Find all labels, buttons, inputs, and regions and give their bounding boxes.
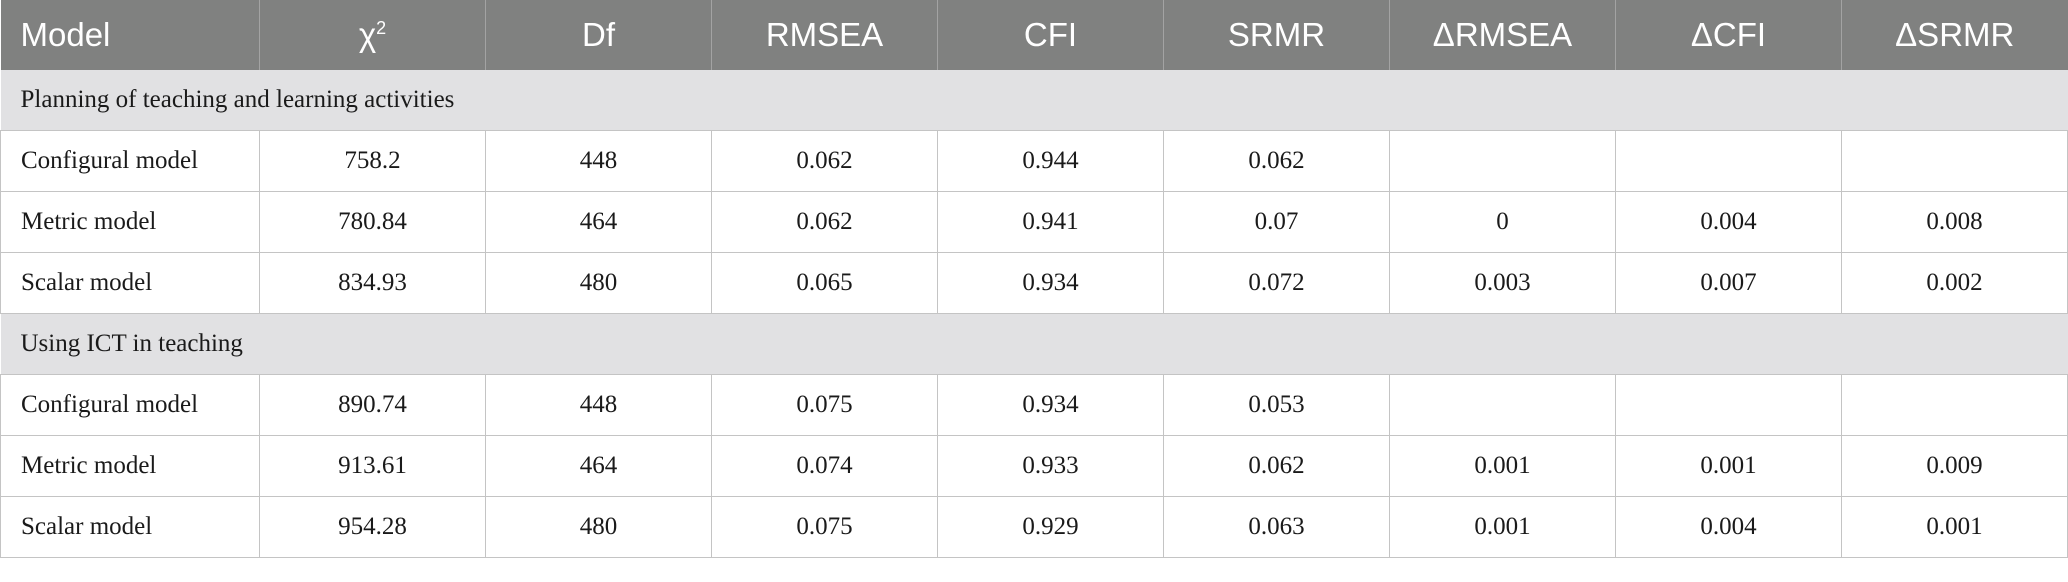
- chi-superscript: 2: [376, 18, 387, 38]
- value-cell: 0.074: [711, 435, 938, 497]
- value-cell: 780.84: [259, 191, 486, 253]
- value-cell: 0.072: [1163, 252, 1390, 314]
- value-cell: 0.003: [1389, 252, 1616, 314]
- header-srmr: SRMR: [1163, 0, 1390, 70]
- header-delta-cfi: ΔCFI: [1615, 0, 1842, 70]
- header-row: Model χ2 Df RMSEA CFI SRMR ΔRMSEA ΔCFI Δ…: [0, 0, 2068, 70]
- table-row: Metric model 780.84 464 0.062 0.941 0.07 0 0.00…: [0, 191, 2068, 253]
- value-cell: 0.001: [1389, 496, 1616, 558]
- table-row: Configural model 890.74 448 0.075 0.934 0.053: [0, 374, 2068, 436]
- table-body: Planning of teaching and learning activi…: [0, 70, 2068, 558]
- value-cell: [1841, 374, 2068, 436]
- header-df: Df: [485, 0, 712, 70]
- value-cell: [1841, 130, 2068, 192]
- header-rmsea: RMSEA: [711, 0, 938, 70]
- value-cell: 0.065: [711, 252, 938, 314]
- model-name-cell: Configural model: [0, 374, 260, 436]
- value-cell: 0.944: [937, 130, 1164, 192]
- value-cell: [1615, 130, 1842, 192]
- value-cell: 0.934: [937, 374, 1164, 436]
- value-cell: 0.075: [711, 374, 938, 436]
- value-cell: 0.008: [1841, 191, 2068, 253]
- table-row: Metric model 913.61 464 0.074 0.933 0.062 0.00…: [0, 435, 2068, 497]
- section-header-row: Using ICT in teaching: [0, 313, 2068, 375]
- value-cell: 834.93: [259, 252, 486, 314]
- section-header-row: Planning of teaching and learning activi…: [0, 70, 2068, 131]
- value-cell: [1389, 374, 1616, 436]
- value-cell: 480: [485, 252, 712, 314]
- value-cell: [1389, 130, 1616, 192]
- model-name-cell: Configural model: [0, 130, 260, 192]
- header-delta-srmr: ΔSRMR: [1841, 0, 2068, 70]
- value-cell: [1615, 374, 1842, 436]
- header-chi-square: χ2: [259, 0, 486, 70]
- value-cell: 0.075: [711, 496, 938, 558]
- value-cell: 890.74: [259, 374, 486, 436]
- model-name-cell: Metric model: [0, 435, 260, 497]
- value-cell: 0.063: [1163, 496, 1390, 558]
- value-cell: 0.07: [1163, 191, 1390, 253]
- value-cell: 464: [485, 435, 712, 497]
- value-cell: 758.2: [259, 130, 486, 192]
- header-cfi: CFI: [937, 0, 1164, 70]
- value-cell: 954.28: [259, 496, 486, 558]
- value-cell: 480: [485, 496, 712, 558]
- chi-symbol: χ: [358, 16, 377, 53]
- value-cell: 0: [1389, 191, 1616, 253]
- value-cell: 0.929: [937, 496, 1164, 558]
- value-cell: 0.001: [1615, 435, 1842, 497]
- value-cell: 0.002: [1841, 252, 2068, 314]
- value-cell: 0.934: [937, 252, 1164, 314]
- model-name-cell: Scalar model: [0, 252, 260, 314]
- value-cell: 0.062: [711, 130, 938, 192]
- model-name-cell: Metric model: [0, 191, 260, 253]
- value-cell: 0.062: [711, 191, 938, 253]
- table-row: Scalar model 954.28 480 0.075 0.929 0.063 0.00…: [0, 496, 2068, 558]
- table-row: Scalar model 834.93 480 0.065 0.934 0.072 0.00…: [0, 252, 2068, 314]
- header-delta-rmsea: ΔRMSEA: [1389, 0, 1616, 70]
- value-cell: 0.001: [1841, 496, 2068, 558]
- value-cell: 0.062: [1163, 435, 1390, 497]
- value-cell: 448: [485, 130, 712, 192]
- value-cell: 0.004: [1615, 191, 1842, 253]
- value-cell: 0.933: [937, 435, 1164, 497]
- value-cell: 0.941: [937, 191, 1164, 253]
- fit-indices-table: Model χ2 Df RMSEA CFI SRMR ΔRMSEA ΔCFI Δ…: [0, 0, 2068, 558]
- section-title: Planning of teaching and learning activi…: [0, 70, 2068, 131]
- value-cell: 448: [485, 374, 712, 436]
- value-cell: 0.062: [1163, 130, 1390, 192]
- section-title: Using ICT in teaching: [0, 313, 2068, 375]
- header-model: Model: [0, 0, 260, 70]
- value-cell: 0.004: [1615, 496, 1842, 558]
- value-cell: 464: [485, 191, 712, 253]
- value-cell: 0.001: [1389, 435, 1616, 497]
- model-name-cell: Scalar model: [0, 496, 260, 558]
- value-cell: 0.009: [1841, 435, 2068, 497]
- value-cell: 0.007: [1615, 252, 1842, 314]
- value-cell: 913.61: [259, 435, 486, 497]
- value-cell: 0.053: [1163, 374, 1390, 436]
- table-row: Configural model 758.2 448 0.062 0.944 0.062: [0, 130, 2068, 192]
